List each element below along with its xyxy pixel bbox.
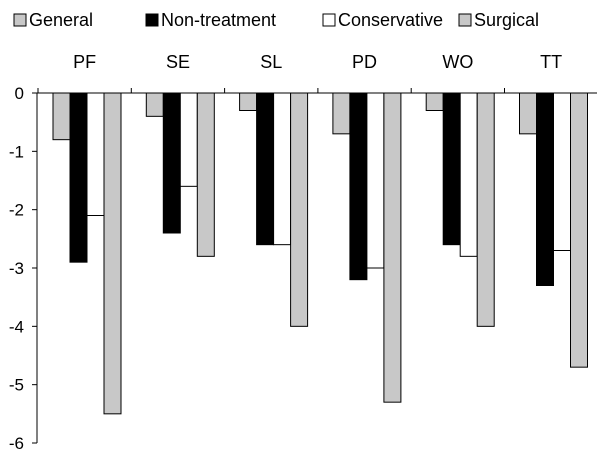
legend-label-general: General [29, 10, 93, 30]
bar-general-sl [239, 92, 258, 111]
bar-conservative-se [179, 92, 198, 187]
bars-group [52, 92, 588, 415]
bar-conservative-wo [459, 92, 478, 257]
legend-label-surgical: Surgical [474, 10, 539, 30]
category-label-pf: PF [73, 52, 96, 72]
bar-conservative-tt [553, 92, 571, 251]
legend-swatch-surgical [458, 13, 472, 27]
legend-swatch-conservative [322, 13, 336, 27]
bar-conservative-pf [86, 92, 105, 216]
bar-surgical-pd [383, 92, 402, 403]
legend-label-conservative: Conservative [338, 10, 443, 30]
bar-general-se [145, 92, 164, 117]
chart-legend: General Non-treatment Conservative Surgical [13, 10, 539, 30]
legend-swatch-non-treatment [145, 13, 159, 27]
category-label-sl: SL [260, 52, 282, 72]
y-tick-label: 0 [15, 84, 24, 103]
category-labels: PF SE SL PD WO TT [73, 52, 562, 72]
bar-surgical-sl [290, 92, 309, 327]
bar-general-tt [519, 92, 537, 135]
y-tick-label: -1 [9, 142, 24, 161]
bar-surgical-wo [476, 92, 495, 327]
y-tick-label: -6 [9, 434, 24, 450]
y-axis: 0 -1 -2 -3 -4 -5 -6 [9, 84, 597, 450]
bar-conservative-sl [273, 92, 292, 246]
bar-general-pd [332, 92, 351, 135]
bar-conservative-pd [366, 92, 385, 269]
bar-non-treatment-wo [442, 92, 461, 246]
legend-swatch-general [13, 13, 27, 27]
y-tick-label: -4 [9, 317, 24, 336]
bar-non-treatment-tt [536, 92, 554, 286]
y-tick-label: -2 [9, 201, 24, 220]
y-tick-label: -5 [9, 376, 24, 395]
y-tick-label: -3 [9, 259, 24, 278]
bar-surgical-pf [103, 92, 122, 415]
bar-general-wo [425, 92, 444, 111]
category-label-se: SE [166, 52, 190, 72]
category-label-pd: PD [352, 52, 377, 72]
category-label-tt: TT [540, 52, 562, 72]
bar-surgical-se [196, 92, 215, 257]
category-label-wo: WO [442, 52, 473, 72]
bar-non-treatment-pf [69, 92, 88, 263]
bar-surgical-tt [570, 92, 588, 368]
bar-non-treatment-sl [256, 92, 275, 246]
bar-non-treatment-pd [349, 92, 368, 281]
legend-label-non-treatment: Non-treatment [161, 10, 276, 30]
bar-non-treatment-se [162, 92, 181, 234]
bar-general-pf [52, 92, 71, 141]
